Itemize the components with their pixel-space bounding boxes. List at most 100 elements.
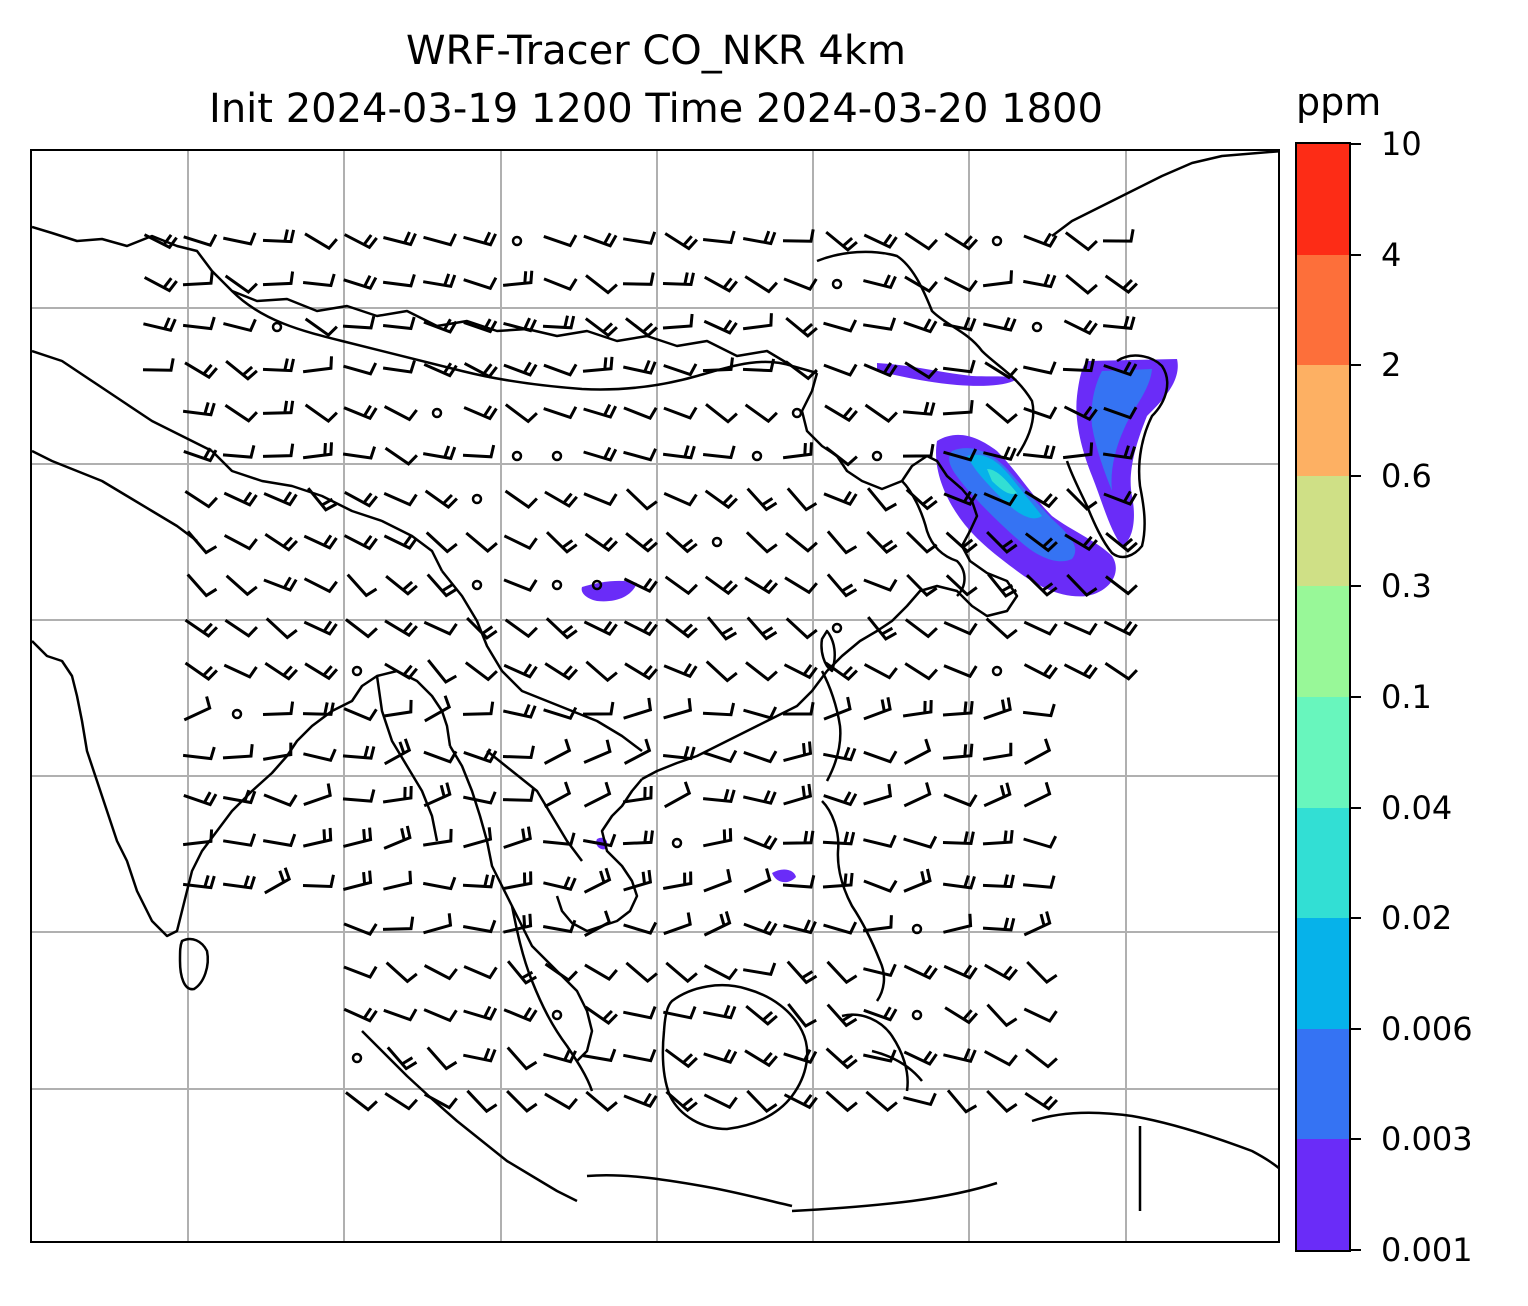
wind-barb	[503, 913, 533, 934]
calm-wind-marker	[351, 1052, 363, 1064]
wind-barb	[863, 1006, 898, 1022]
wind-barb	[1023, 781, 1052, 808]
wind-barb	[623, 921, 658, 935]
wind-barb	[943, 448, 978, 462]
colorbar-tick	[1351, 1249, 1361, 1251]
wind-barb	[943, 793, 978, 808]
colorbar-tick-label: 0.02	[1381, 899, 1453, 938]
calm-wind-marker	[871, 450, 883, 462]
wind-barb	[783, 741, 813, 763]
wind-barb	[746, 616, 778, 641]
colorbar-segment	[1297, 807, 1349, 919]
colorbar	[1295, 142, 1351, 1252]
wind-barb	[143, 276, 178, 293]
wind-barb	[743, 835, 778, 851]
wind-barb	[982, 917, 1016, 932]
coastline-japan	[1065, 354, 1169, 559]
wind-barb	[1063, 319, 1098, 336]
calm-wind-marker	[551, 579, 563, 591]
wind-barb	[304, 317, 338, 338]
coastline-new-guinea	[1031, 1111, 1278, 1170]
coastline-java	[586, 1173, 793, 1208]
wind-barb	[863, 750, 898, 764]
wind-barb	[543, 363, 578, 377]
wind-barb	[742, 962, 777, 976]
wind-barb	[543, 234, 578, 248]
wind-barb	[263, 793, 298, 807]
coastline-taiwan	[820, 629, 836, 673]
calm-wind-marker	[591, 579, 603, 591]
wind-barb	[665, 1090, 698, 1113]
colorbar-segment	[1297, 254, 1349, 366]
wind-barb	[625, 961, 658, 984]
wind-barb	[427, 659, 458, 684]
wind-barb	[1024, 532, 1058, 553]
wind-barb	[225, 574, 258, 597]
wind-barb	[1103, 620, 1138, 637]
wind-barb	[785, 532, 818, 553]
calm-wind-marker	[231, 708, 243, 720]
wind-barb	[863, 834, 897, 849]
wind-barb	[544, 490, 578, 508]
wind-barb	[902, 700, 933, 718]
wind-barb	[823, 791, 858, 807]
wind-barb	[943, 664, 978, 679]
wind-barb	[746, 1089, 778, 1114]
wind-barb	[583, 232, 618, 248]
wind-barb	[903, 1050, 938, 1066]
wind-barb	[703, 319, 738, 335]
wind-barb	[506, 960, 538, 985]
wind-barb	[622, 785, 653, 804]
tracer-patch-china	[581, 580, 637, 602]
wind-barb	[262, 358, 295, 373]
wind-barb	[1023, 406, 1058, 420]
wind-barb	[463, 276, 498, 291]
wind-barb	[383, 534, 418, 551]
wind-barb	[262, 443, 295, 458]
wind-barb	[982, 317, 1017, 332]
colorbar-tick-label: 0.003	[1381, 1120, 1473, 1159]
wind-barb	[1024, 1092, 1058, 1111]
wind-barb	[1022, 703, 1056, 718]
wind-barb	[264, 533, 298, 552]
wind-barb	[385, 961, 418, 984]
wind-barb	[825, 1090, 858, 1113]
wind-barb	[826, 960, 858, 985]
wind-barb	[342, 446, 377, 460]
calm-wind-marker	[831, 622, 843, 634]
wind-barb	[905, 488, 938, 511]
border-china-southeast	[441, 570, 643, 752]
wind-barb	[222, 789, 257, 805]
calm-wind-marker	[1031, 321, 1043, 333]
wind-barb	[662, 272, 695, 287]
wind-barb	[542, 832, 576, 847]
wind-barb	[423, 782, 452, 808]
wind-barb	[384, 662, 418, 680]
wind-barb	[463, 318, 498, 334]
wind-barb	[863, 578, 898, 592]
calm-wind-marker	[511, 450, 523, 462]
wind-barb	[423, 318, 458, 334]
wind-barb	[662, 871, 693, 890]
map-canvas	[32, 151, 1278, 1241]
wind-barb	[703, 910, 732, 937]
wind-barb	[705, 660, 738, 683]
wind-barb	[862, 1049, 897, 1063]
calm-wind-marker	[911, 923, 923, 935]
wind-barb	[463, 405, 498, 421]
wind-barb	[783, 1093, 818, 1110]
wind-barb	[826, 530, 858, 555]
wind-barb	[942, 831, 975, 846]
wind-barb	[703, 868, 732, 893]
wind-barb	[942, 359, 976, 374]
wind-barb	[225, 360, 258, 381]
calm-wind-marker	[751, 450, 763, 462]
wind-barb	[342, 315, 376, 330]
wind-barb	[623, 738, 652, 765]
wind-barb	[863, 274, 897, 290]
wind-barb	[623, 577, 658, 593]
wind-barb	[942, 743, 974, 760]
wind-barb	[867, 616, 898, 641]
wind-barb	[863, 963, 897, 978]
wind-barb	[184, 361, 218, 380]
